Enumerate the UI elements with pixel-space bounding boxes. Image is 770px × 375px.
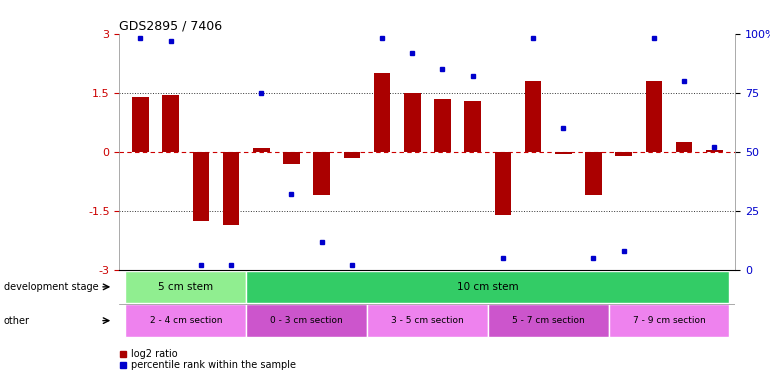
Text: development stage: development stage bbox=[4, 282, 99, 292]
Bar bbox=[126, 304, 246, 337]
Bar bbox=[283, 152, 300, 164]
Bar bbox=[373, 73, 390, 152]
Bar bbox=[132, 97, 149, 152]
Text: log2 ratio: log2 ratio bbox=[131, 350, 178, 359]
Bar bbox=[608, 304, 729, 337]
Text: 7 - 9 cm section: 7 - 9 cm section bbox=[632, 316, 705, 325]
Bar bbox=[524, 81, 541, 152]
Bar bbox=[615, 152, 632, 156]
Text: 2 - 4 cm section: 2 - 4 cm section bbox=[149, 316, 222, 325]
Text: 10 cm stem: 10 cm stem bbox=[457, 282, 518, 292]
Bar bbox=[404, 93, 420, 152]
Bar bbox=[494, 152, 511, 215]
Text: 5 cm stem: 5 cm stem bbox=[158, 282, 213, 292]
Bar bbox=[253, 148, 270, 152]
Text: 3 - 5 cm section: 3 - 5 cm section bbox=[391, 316, 464, 325]
Bar bbox=[246, 271, 729, 303]
Bar bbox=[343, 152, 360, 158]
Bar bbox=[434, 99, 450, 152]
Bar bbox=[246, 304, 367, 337]
Bar bbox=[645, 81, 662, 152]
Bar bbox=[367, 304, 487, 337]
Bar bbox=[464, 101, 481, 152]
Text: 0 - 3 cm section: 0 - 3 cm section bbox=[270, 316, 343, 325]
Bar bbox=[126, 271, 246, 303]
Text: GDS2895 / 7406: GDS2895 / 7406 bbox=[119, 20, 223, 33]
Bar bbox=[313, 152, 330, 195]
Bar bbox=[706, 150, 722, 152]
Bar bbox=[555, 152, 571, 154]
Bar bbox=[676, 142, 692, 152]
Bar bbox=[192, 152, 209, 221]
Text: percentile rank within the sample: percentile rank within the sample bbox=[131, 360, 296, 369]
Text: other: other bbox=[4, 316, 30, 326]
Bar bbox=[585, 152, 601, 195]
Bar bbox=[487, 304, 608, 337]
Bar bbox=[162, 95, 179, 152]
Bar bbox=[223, 152, 239, 225]
Text: 5 - 7 cm section: 5 - 7 cm section bbox=[512, 316, 584, 325]
